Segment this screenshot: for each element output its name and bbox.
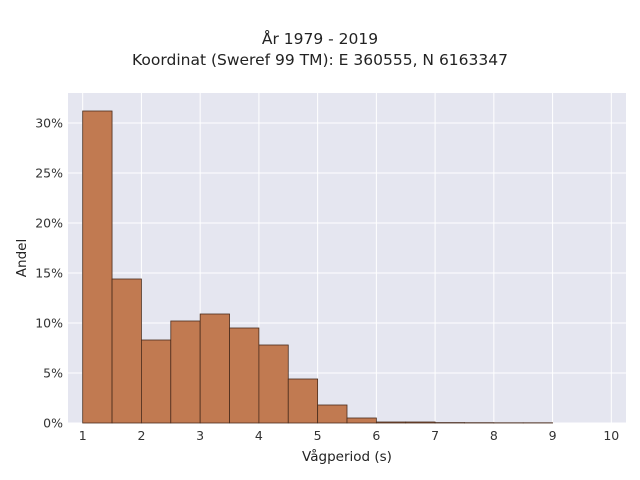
y-tick-label: 5% bbox=[43, 366, 63, 381]
histogram-bar bbox=[346, 417, 377, 424]
y-axis-label: Andel bbox=[14, 239, 30, 277]
histogram-bar bbox=[317, 404, 348, 424]
chart-title: År 1979 - 2019 bbox=[261, 30, 379, 48]
histogram-bar bbox=[287, 378, 319, 424]
histogram-bar bbox=[258, 344, 289, 424]
histogram-bar bbox=[141, 339, 172, 424]
histogram-bar bbox=[405, 421, 436, 424]
x-tick-label: 7 bbox=[431, 428, 439, 443]
x-tick-label: 2 bbox=[137, 428, 145, 443]
x-tick-label: 6 bbox=[372, 428, 380, 443]
y-tick-label: 30% bbox=[35, 116, 63, 131]
histogram-bar bbox=[82, 110, 113, 424]
x-tick-label: 3 bbox=[196, 428, 204, 443]
x-axis-ticks: 1 2 3 4 5 6 7 8 9 10 bbox=[79, 428, 620, 443]
y-tick-label: 15% bbox=[35, 266, 63, 281]
histogram-bar bbox=[199, 313, 230, 424]
histogram-bar bbox=[111, 278, 142, 424]
y-tick-label: 25% bbox=[35, 166, 63, 181]
x-tick-label: 8 bbox=[490, 428, 498, 443]
histogram-bars bbox=[82, 110, 553, 424]
x-axis-label: Vågperiod (s) bbox=[302, 448, 392, 465]
y-tick-label: 10% bbox=[35, 316, 63, 331]
y-axis-ticks: 0% 5% 10% 15% 20% 25% 30% bbox=[35, 116, 63, 431]
x-tick-label: 1 bbox=[79, 428, 87, 443]
x-tick-label: 9 bbox=[549, 428, 557, 443]
y-tick-label: 0% bbox=[43, 416, 63, 431]
chart-subtitle: Koordinat (Sweref 99 TM): E 360555, N 61… bbox=[132, 51, 508, 69]
histogram-bar bbox=[170, 320, 201, 424]
x-tick-label: 5 bbox=[314, 428, 322, 443]
x-tick-label: 10 bbox=[603, 428, 619, 443]
x-tick-label: 4 bbox=[255, 428, 263, 443]
histogram-bar bbox=[229, 327, 260, 424]
histogram-bar bbox=[375, 421, 407, 424]
y-tick-label: 20% bbox=[35, 216, 63, 231]
